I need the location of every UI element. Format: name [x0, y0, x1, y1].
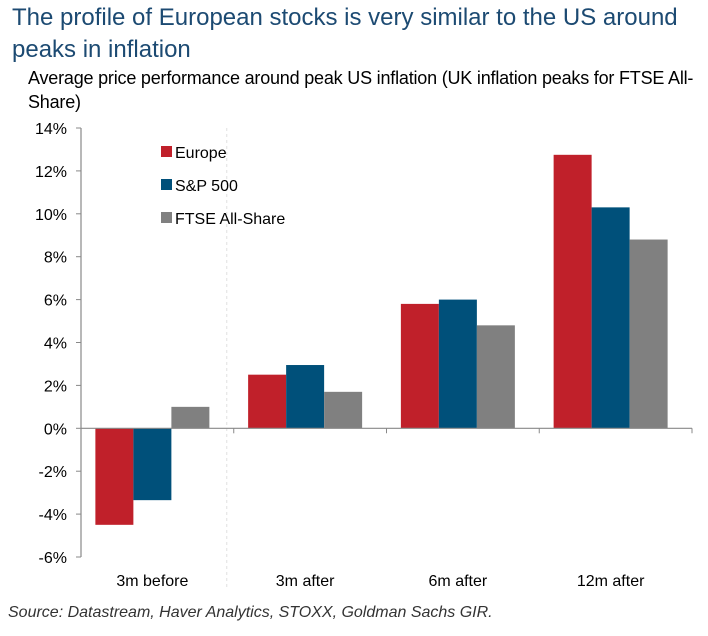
- legend-label: Europe: [175, 145, 227, 162]
- y-axis: 14% 12% 10% 8% 6% 4% 2% 0% -2% -4% -6%: [35, 121, 82, 567]
- x-tick-label: 3m after: [276, 573, 335, 590]
- bar-s-p-500-3m-after: [286, 365, 325, 429]
- bar-ftse-all-share-12m-after: [629, 239, 668, 429]
- x-axis: 3m before 3m after 6m after 12m after: [81, 427, 693, 590]
- bars: [95, 128, 668, 587]
- y-tick-label: 6%: [44, 293, 67, 310]
- chart-subtitle: Average price performance around peak US…: [28, 68, 694, 112]
- y-tick-label: -2%: [39, 464, 67, 481]
- y-tick-label: 10%: [35, 207, 67, 224]
- bar-ftse-all-share-3m-before: [171, 406, 210, 429]
- bar-europe-12m-after: [553, 154, 592, 429]
- x-tick-label: 12m after: [577, 573, 645, 590]
- y-tick-label: 14%: [35, 121, 67, 138]
- bar-europe-3m-after: [248, 374, 287, 429]
- y-tick-label: 0%: [44, 421, 67, 438]
- x-tick-label: 3m before: [116, 573, 188, 590]
- legend-label: S&P 500: [175, 178, 238, 195]
- bar-s-p-500-12m-after: [591, 207, 630, 429]
- y-tick-label: 12%: [35, 164, 67, 181]
- legend: Europe S&P 500 FTSE All-Share: [161, 145, 285, 228]
- bar-europe-3m-before: [95, 428, 134, 525]
- bar-europe-6m-after: [400, 303, 439, 429]
- chart-title: The profile of European stocks is very s…: [12, 4, 678, 63]
- x-tick-label: 6m after: [429, 573, 488, 590]
- legend-swatch: [161, 179, 172, 190]
- y-tick-label: 8%: [44, 250, 67, 267]
- bar-ftse-all-share-6m-after: [476, 325, 515, 429]
- y-tick-label: -6%: [39, 550, 67, 567]
- bar-ftse-all-share-3m-after: [324, 391, 363, 429]
- source-note: Source: Datastream, Haver Analytics, STO…: [8, 604, 493, 621]
- y-tick-label: 4%: [44, 336, 67, 353]
- legend-swatch: [161, 212, 172, 223]
- legend-label: FTSE All-Share: [175, 211, 285, 228]
- bar-s-p-500-6m-after: [438, 299, 477, 429]
- bar-s-p-500-3m-before: [133, 428, 172, 501]
- legend-swatch: [161, 146, 172, 157]
- y-tick-label: -4%: [39, 507, 67, 524]
- y-tick-label: 2%: [44, 378, 67, 395]
